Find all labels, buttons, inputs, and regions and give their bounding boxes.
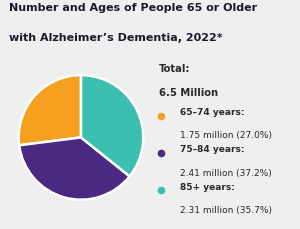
Text: 1.75 million (27.0%): 1.75 million (27.0%) <box>180 131 272 140</box>
Text: 2.31 million (35.7%): 2.31 million (35.7%) <box>180 206 272 215</box>
Text: Total:: Total: <box>159 64 190 74</box>
Text: with Alzheimer’s Dementia, 2022*: with Alzheimer’s Dementia, 2022* <box>9 33 223 43</box>
Text: 2.41 million (37.2%): 2.41 million (37.2%) <box>180 169 272 177</box>
Text: 65–74 years:: 65–74 years: <box>180 108 244 117</box>
Wedge shape <box>19 137 130 200</box>
Wedge shape <box>81 75 143 176</box>
Text: Number and Ages of People 65 or Older: Number and Ages of People 65 or Older <box>9 3 257 14</box>
Text: 75–84 years:: 75–84 years: <box>180 145 244 154</box>
Text: 85+ years:: 85+ years: <box>180 183 235 192</box>
Text: 6.5 Million: 6.5 Million <box>159 87 218 98</box>
Wedge shape <box>19 75 81 145</box>
